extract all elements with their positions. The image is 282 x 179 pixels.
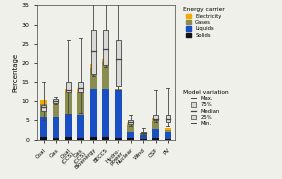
Bar [90, 67, 97, 89]
Bar [152, 118, 159, 121]
Bar [115, 89, 122, 90]
Bar [90, 64, 97, 67]
Bar [78, 115, 84, 138]
Bar [78, 92, 84, 115]
Bar [40, 117, 47, 137]
Bar [40, 137, 47, 140]
Bar [52, 138, 60, 140]
Bar [165, 129, 171, 130]
Bar [102, 137, 109, 140]
Legend: Electricity, Gases, Liquids, Solids: Electricity, Gases, Liquids, Solids [182, 6, 226, 39]
Bar [78, 138, 84, 140]
Bar [152, 129, 159, 139]
Bar [40, 104, 47, 117]
Bar [103, 30, 108, 65]
Bar [127, 139, 134, 140]
Bar [52, 103, 60, 117]
Bar [40, 100, 47, 104]
Bar [116, 40, 121, 86]
Y-axis label: Percentage: Percentage [12, 53, 18, 92]
Bar [165, 130, 171, 132]
Bar [115, 138, 122, 140]
Bar [78, 82, 83, 92]
Bar [65, 113, 72, 137]
Bar [52, 100, 60, 103]
Bar [127, 123, 134, 125]
Bar [65, 89, 72, 92]
Bar [140, 133, 147, 134]
Bar [65, 137, 72, 140]
Bar [66, 82, 71, 92]
Bar [102, 59, 109, 62]
Bar [166, 115, 171, 122]
Bar [52, 117, 60, 138]
Bar [141, 132, 146, 134]
Bar [127, 125, 134, 132]
Bar [153, 115, 158, 120]
Bar [102, 89, 109, 137]
Bar [78, 89, 84, 92]
Bar [41, 105, 46, 111]
Bar [165, 139, 171, 140]
Legend: Max., 75%, Median, 25%, Min.: Max., 75%, Median, 25%, Min. [182, 89, 230, 127]
Bar [152, 139, 159, 140]
Bar [102, 62, 109, 89]
Bar [54, 99, 58, 103]
Bar [140, 135, 147, 139]
Bar [115, 90, 122, 138]
Bar [165, 132, 171, 139]
Bar [91, 30, 96, 74]
Bar [128, 120, 133, 124]
Bar [127, 132, 134, 139]
Bar [152, 121, 159, 129]
Bar [140, 139, 147, 140]
Bar [90, 137, 97, 140]
Bar [90, 89, 97, 137]
Bar [140, 134, 147, 135]
Bar [65, 92, 72, 113]
